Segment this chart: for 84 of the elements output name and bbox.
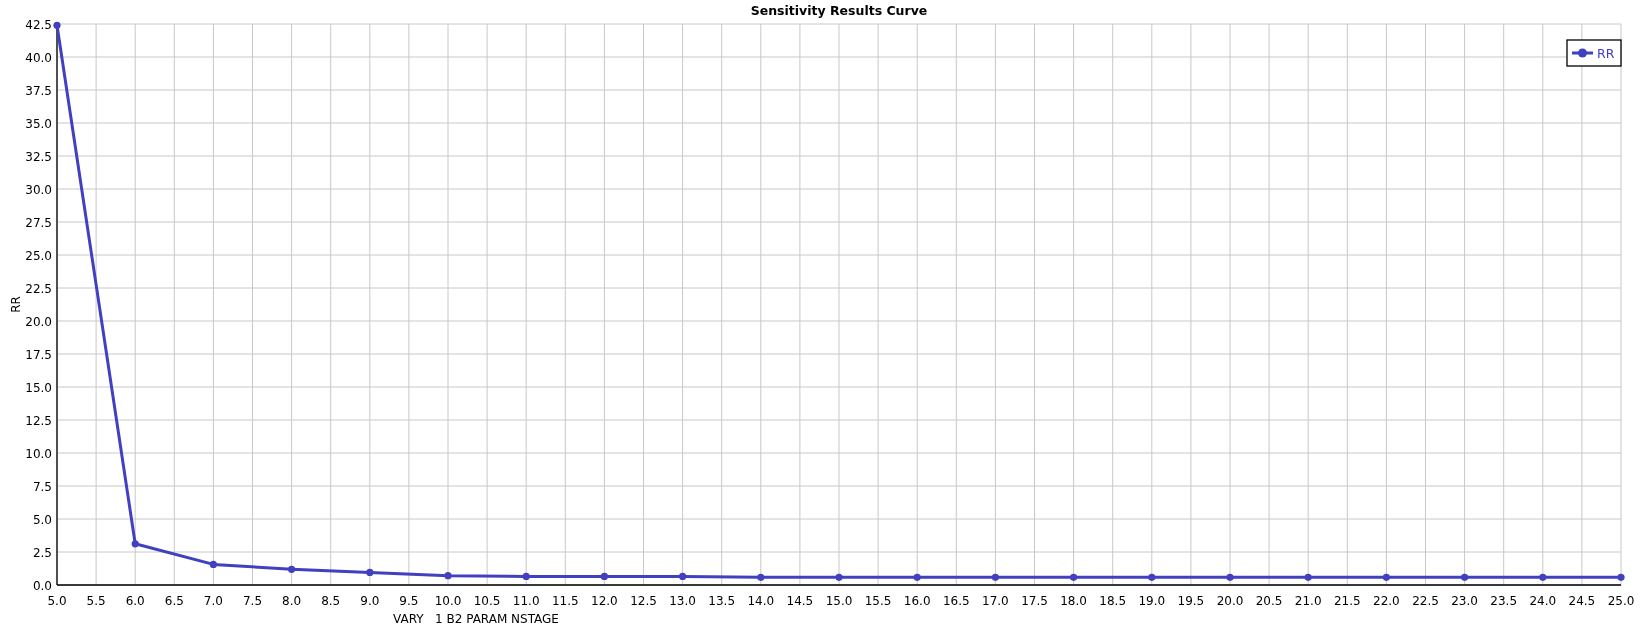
- y-axis-title: RR: [9, 296, 23, 313]
- point: [131, 540, 139, 548]
- y-tick-label: 42.5: [25, 17, 52, 32]
- y-tick-label: 17.5: [25, 347, 52, 362]
- x-tick-label: 22.5: [1412, 594, 1439, 608]
- x-tick-label: 15.0: [825, 594, 853, 608]
- x-tick-label: 11.5: [551, 594, 579, 608]
- point: [53, 21, 61, 29]
- x-tick-label: 16.0: [903, 594, 931, 608]
- x-tick-label: 13.0: [669, 594, 696, 608]
- point: [991, 573, 999, 581]
- y-tick-label: 7.5: [32, 479, 52, 494]
- legend-label: RR: [1597, 45, 1615, 61]
- x-tick-label: 12.0: [591, 594, 618, 608]
- y-tick-label: 30.0: [25, 182, 52, 197]
- point: [522, 572, 530, 581]
- x-tick-label: 8.5: [321, 594, 341, 608]
- x-tick-label: 24.0: [1529, 594, 1557, 608]
- y-tick-label: 25.0: [25, 248, 52, 263]
- point: [209, 560, 217, 569]
- point: [679, 572, 687, 581]
- x-tick-label: 5.5: [86, 594, 106, 608]
- x-tick-label: 13.5: [708, 594, 736, 608]
- x-axis-title: VARY 1 B2 PARAM NSTAGE: [393, 612, 559, 626]
- x-tick-label: 7.0: [203, 594, 223, 608]
- y-tick-label: 22.5: [25, 281, 52, 296]
- point: [366, 568, 374, 577]
- y-tick-label: 0.0: [32, 578, 52, 593]
- point: [913, 573, 921, 581]
- x-tick-label: 22.0: [1373, 594, 1400, 608]
- x-tick-label: 14.0: [747, 594, 775, 608]
- point: [835, 573, 843, 581]
- x-tick-label: 6.0: [125, 594, 145, 608]
- x-tick-label: 17.5: [1021, 594, 1048, 608]
- x-tick-label: 23.5: [1490, 594, 1518, 608]
- x-tick-label: 19.5: [1177, 594, 1205, 608]
- y-tick-label: 12.5: [25, 413, 52, 428]
- y-tick-label: 20.0: [25, 314, 52, 329]
- point: [288, 565, 296, 573]
- x-tick-label: 21.5: [1333, 594, 1361, 608]
- chart-title: Sensitivity Results Curve: [750, 3, 928, 18]
- point: [1461, 573, 1469, 581]
- x-tick-label: 5.0: [47, 594, 67, 608]
- x-tick-label: 7.5: [242, 594, 263, 608]
- point: [1226, 573, 1234, 581]
- x-tick-label: 20.5: [1255, 594, 1283, 608]
- x-tick-label: 18.0: [1060, 594, 1087, 608]
- y-tick-label: 40.0: [25, 50, 52, 65]
- y-tick-label: 35.0: [25, 116, 52, 131]
- x-tick-label: 10.5: [473, 594, 501, 608]
- y-tick-label: 32.5: [25, 149, 52, 164]
- point: [1382, 573, 1390, 581]
- x-tick-label: 18.5: [1099, 594, 1127, 608]
- x-tick-label: 17.0: [982, 594, 1009, 608]
- x-tick-label: 11.0: [512, 594, 540, 608]
- x-tick-label: 10.0: [434, 594, 462, 608]
- x-tick-label: 15.5: [864, 594, 892, 608]
- y-tick-label: 15.0: [25, 380, 52, 395]
- y-tick-label: 27.5: [25, 215, 52, 230]
- x-tick-label: 9.0: [360, 594, 380, 608]
- y-tick-label: 5.0: [32, 512, 52, 527]
- x-tick-label: 9.5: [399, 594, 419, 608]
- point: [1070, 573, 1078, 581]
- point: [1539, 573, 1547, 581]
- point: [1617, 573, 1625, 581]
- y-tick-label: 10.0: [25, 446, 52, 461]
- x-tick-label: 25.0: [1607, 594, 1635, 608]
- x-tick-label: 21.0: [1294, 594, 1322, 608]
- y-tick-label: 37.5: [25, 83, 52, 98]
- x-tick-label: 8.0: [282, 594, 302, 608]
- x-tick-label: 19.0: [1138, 594, 1166, 608]
- point: [1148, 573, 1156, 581]
- x-tick-label: 23.0: [1451, 594, 1478, 608]
- point: [600, 572, 608, 581]
- x-tick-label: 16.5: [942, 594, 970, 608]
- point: [1304, 573, 1312, 581]
- point: [757, 573, 765, 581]
- x-tick-label: 14.5: [786, 594, 814, 608]
- point: [444, 572, 452, 580]
- x-tick-label: 20.0: [1216, 594, 1244, 608]
- x-tick-label: 12.5: [630, 594, 657, 608]
- y-tick-label: 2.5: [32, 545, 52, 560]
- x-tick-label: 24.5: [1568, 594, 1596, 608]
- x-tick-label: 6.5: [164, 594, 184, 608]
